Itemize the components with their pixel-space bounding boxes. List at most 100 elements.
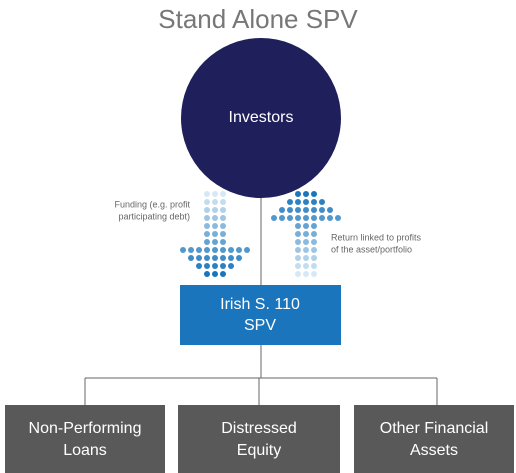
arrow-dot (311, 223, 317, 229)
arrow-dot (212, 223, 218, 229)
arrow-dot (311, 207, 317, 213)
arrow-dot (295, 255, 301, 261)
arrow-dot (220, 191, 226, 197)
dot-arrows (180, 191, 341, 277)
arrow-dot (303, 207, 309, 213)
arrow-dot (196, 247, 202, 253)
arrow-dot (188, 255, 194, 261)
arrow-dot (295, 199, 301, 205)
arrow-dot (311, 191, 317, 197)
arrow-dot (236, 255, 242, 261)
arrow-dot (188, 247, 194, 253)
arrow-dot (303, 215, 309, 221)
arrow-dot (204, 223, 210, 229)
node-label: Loans (63, 442, 107, 459)
arrow-dot (212, 239, 218, 245)
title: Stand Alone SPV (158, 4, 358, 34)
arrow-dot (220, 255, 226, 261)
arrow-dot (212, 247, 218, 253)
arrow-dot (287, 215, 293, 221)
arrow-dot (271, 215, 277, 221)
arrow-dot (295, 263, 301, 269)
arrow-dot (319, 215, 325, 221)
arrow-dot (180, 247, 186, 253)
arrow-dot (295, 231, 301, 237)
arrow-dot (220, 263, 226, 269)
annotation: Return linked to profits (331, 232, 422, 242)
arrow-dot (212, 191, 218, 197)
annotation: participating debt) (118, 211, 190, 221)
arrow-dot (311, 271, 317, 277)
node-label: Distressed (221, 420, 297, 437)
arrow-dot (303, 223, 309, 229)
annotation: of the asset/portfolio (331, 244, 412, 254)
arrow-dot (327, 207, 333, 213)
arrow-dot (295, 223, 301, 229)
asset-node (354, 405, 514, 473)
arrow-dot (228, 255, 234, 261)
arrow-dot (212, 263, 218, 269)
arrow-dot (327, 215, 333, 221)
arrow-dot (220, 215, 226, 221)
arrow-dot (295, 271, 301, 277)
arrow-dot (287, 207, 293, 213)
arrow-dot (220, 247, 226, 253)
arrow-dot (303, 191, 309, 197)
arrow-dot (204, 191, 210, 197)
arrow-dot (311, 239, 317, 245)
arrow-dot (212, 255, 218, 261)
arrow-dot (228, 247, 234, 253)
arrow-dot (204, 263, 210, 269)
node-label: Other Financial (380, 420, 489, 437)
arrow-dot (295, 215, 301, 221)
arrow-dot (319, 207, 325, 213)
arrow-dot (311, 215, 317, 221)
arrow-dot (212, 199, 218, 205)
spv-node (180, 285, 341, 345)
arrow-dot (303, 247, 309, 253)
arrow-dot (204, 231, 210, 237)
arrow-dot (204, 247, 210, 253)
arrow-dot (204, 215, 210, 221)
node-label: Equity (237, 442, 281, 459)
arrow-dot (295, 239, 301, 245)
arrow-dot (204, 199, 210, 205)
arrow-dot (236, 247, 242, 253)
arrow-dot (204, 239, 210, 245)
arrow-dot (220, 239, 226, 245)
arrow-dot (335, 215, 341, 221)
arrow-dot (279, 215, 285, 221)
arrow-dot (228, 263, 234, 269)
arrow-dot (311, 247, 317, 253)
arrow-dot (204, 271, 210, 277)
arrow-dot (295, 207, 301, 213)
asset-node (5, 405, 165, 473)
node-label: Irish S. 110 (220, 296, 300, 313)
arrow-dot (212, 207, 218, 213)
arrow-dot (196, 263, 202, 269)
arrow-dot (220, 199, 226, 205)
investors-node (181, 38, 341, 198)
arrow-dot (311, 255, 317, 261)
asset-node (178, 405, 340, 473)
arrow-dot (295, 247, 301, 253)
arrow-dot (311, 263, 317, 269)
arrow-dot (212, 271, 218, 277)
arrow-dot (220, 223, 226, 229)
arrow-dot (212, 215, 218, 221)
arrow-dot (319, 199, 325, 205)
arrow-dot (204, 255, 210, 261)
arrow-dot (220, 271, 226, 277)
arrow-dot (303, 263, 309, 269)
node-label: SPV (244, 317, 276, 334)
arrow-dot (303, 239, 309, 245)
arrow-dot (295, 191, 301, 197)
arrow-dot (220, 207, 226, 213)
node-label: Investors (229, 109, 294, 126)
arrow-dot (204, 207, 210, 213)
arrow-dot (279, 207, 285, 213)
arrow-dot (303, 255, 309, 261)
annotation: Funding (e.g. profit (114, 199, 190, 209)
arrow-dot (311, 231, 317, 237)
